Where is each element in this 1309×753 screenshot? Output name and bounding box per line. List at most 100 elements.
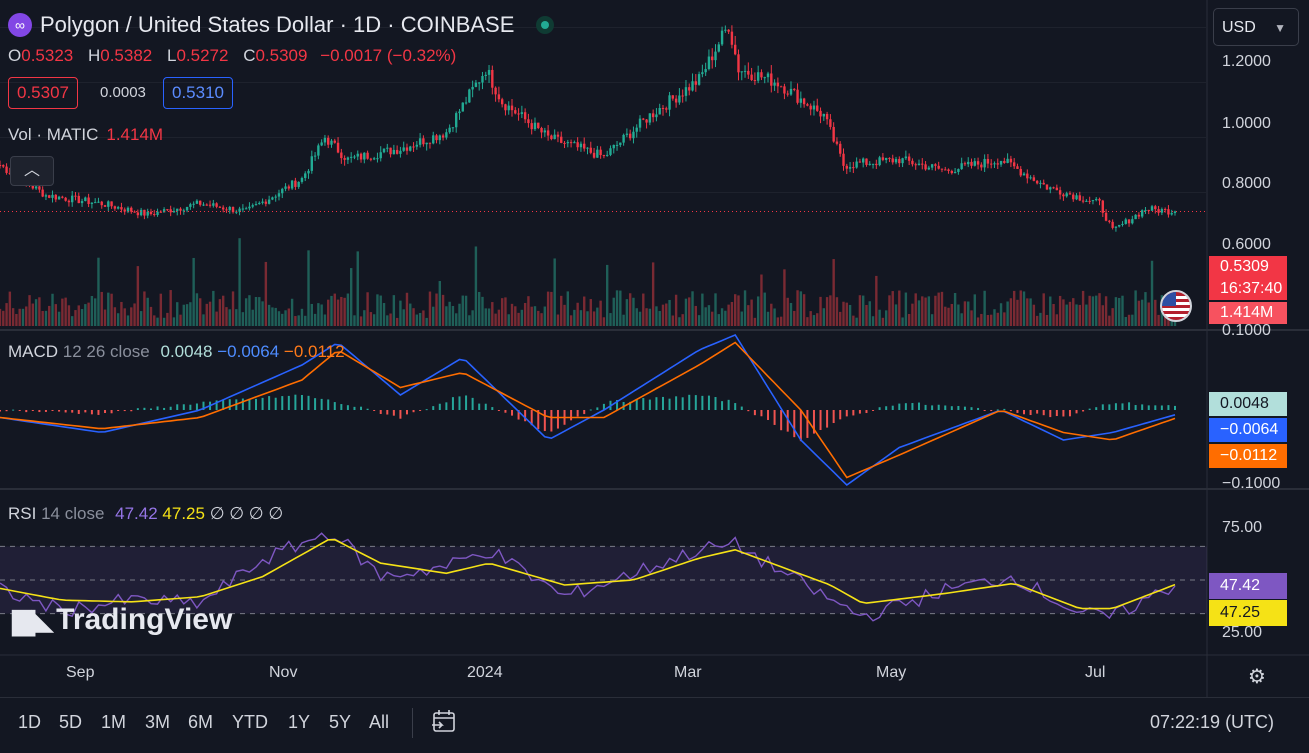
candle <box>799 98 803 103</box>
volume-bar <box>304 315 307 326</box>
candle <box>500 99 504 105</box>
volume-bar <box>445 306 448 326</box>
candle <box>730 31 734 45</box>
volume-bar <box>858 295 862 326</box>
candle <box>8 172 12 174</box>
range-1y-button[interactable]: 1Y <box>288 712 311 732</box>
rsi-value: 47.42 <box>115 504 158 523</box>
candle <box>5 166 8 173</box>
range-all-button[interactable]: All <box>369 712 390 732</box>
candle <box>156 211 159 216</box>
market-open-icon <box>536 16 555 34</box>
range-6m-button[interactable]: 6M <box>188 712 214 732</box>
macd-histogram-bar <box>346 405 349 410</box>
volume-bar <box>90 295 94 326</box>
candle <box>126 207 130 212</box>
candle <box>540 127 543 133</box>
utc-clock[interactable]: 07:22:19 (UTC) <box>1150 712 1275 732</box>
date-range-icon[interactable] <box>430 708 458 736</box>
macd-histogram-bar <box>714 397 717 410</box>
time-tick: Sep <box>66 664 95 681</box>
candle <box>195 200 199 204</box>
volume-bar <box>202 314 205 326</box>
volume-bar <box>71 316 74 326</box>
volume-bar <box>425 317 428 326</box>
candle <box>819 110 822 117</box>
volume-bar <box>806 317 809 326</box>
volume-bar <box>717 314 720 326</box>
candle <box>176 208 179 212</box>
toolbar-divider <box>412 708 413 738</box>
macd-histogram-bar <box>721 401 724 410</box>
buy-price-button[interactable]: 0.5310 <box>163 77 233 109</box>
settings-gear-icon[interactable]: ⚙ <box>1248 666 1266 688</box>
range-1m-button[interactable]: 1M <box>101 712 127 732</box>
candle <box>976 161 980 165</box>
candle <box>901 158 904 164</box>
volume-bar <box>1108 315 1111 326</box>
candle <box>468 89 471 103</box>
macd-histogram-bar <box>425 409 428 411</box>
macd-histogram-bar <box>1023 410 1026 415</box>
macd-histogram-bar <box>786 410 789 432</box>
us-flag-icon[interactable] <box>1160 290 1192 322</box>
candle <box>130 207 133 212</box>
macd-histogram-bar <box>465 395 468 410</box>
candle <box>1035 180 1039 184</box>
macd-histogram-bar <box>412 410 415 413</box>
macd-histogram-bar <box>970 407 973 410</box>
volume-bar <box>84 304 87 326</box>
range-1d-button[interactable]: 1D <box>18 712 42 732</box>
volume-bar <box>149 306 153 326</box>
volume-bar <box>655 306 658 326</box>
macd-histogram-bar <box>255 398 258 410</box>
candle <box>1144 209 1147 211</box>
candle <box>1150 206 1154 211</box>
candle <box>1032 177 1036 181</box>
candle <box>612 144 615 149</box>
currency-selector[interactable]: USD ▼ <box>1213 8 1299 46</box>
range-5d-button[interactable]: 5D <box>59 712 83 732</box>
volume-bar <box>937 292 940 326</box>
volume-bar <box>481 296 484 326</box>
collapse-legend-button[interactable]: ︿ <box>10 156 54 186</box>
candle <box>369 158 373 160</box>
candle <box>760 72 763 78</box>
candle <box>970 161 973 166</box>
candle <box>1111 221 1114 228</box>
volume-bar <box>609 313 612 326</box>
candle <box>665 108 668 110</box>
macd-histogram-bar <box>806 410 809 438</box>
volume-bar <box>412 308 415 326</box>
macd-histogram-bar <box>117 410 120 411</box>
range-3m-button[interactable]: 3M <box>145 712 171 732</box>
macd-histogram-bar <box>530 410 533 426</box>
candle <box>766 73 770 78</box>
candle <box>455 113 458 128</box>
volume-bar <box>77 305 80 326</box>
candle <box>904 156 908 159</box>
volume-bar <box>1127 314 1131 326</box>
range-5y-button[interactable]: 5Y <box>329 712 352 732</box>
volume-bar <box>277 311 281 326</box>
volume-bar <box>333 293 336 326</box>
macd-histogram-bar <box>950 406 953 410</box>
range-ytd-button[interactable]: YTD <box>232 712 268 732</box>
sell-price-button[interactable]: 0.5307 <box>8 77 78 109</box>
macd-histogram-bar <box>957 405 960 410</box>
volume-bar <box>999 303 1003 326</box>
macd-histogram-bar <box>931 405 934 410</box>
symbol-title[interactable]: ∞ Polygon / United States Dollar · 1D · … <box>8 12 555 38</box>
macd-histogram-bar <box>1160 405 1163 410</box>
candle <box>428 142 432 144</box>
volume-bar <box>340 296 343 326</box>
volume-bar <box>665 303 668 326</box>
volume-bar <box>622 314 625 326</box>
macd-signal-line <box>0 341 1176 479</box>
candle <box>254 204 258 206</box>
close-value: 0.5309 <box>255 46 308 65</box>
volume-bar <box>1009 298 1013 326</box>
candle <box>48 195 51 198</box>
candle <box>241 208 245 210</box>
